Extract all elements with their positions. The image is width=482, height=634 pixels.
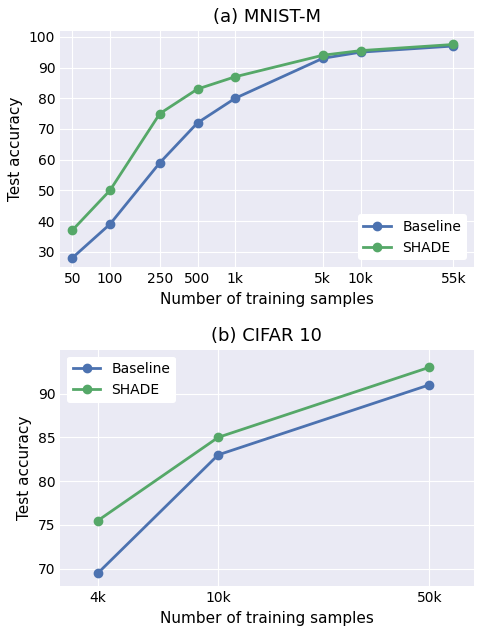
Legend: Baseline, SHADE: Baseline, SHADE xyxy=(67,357,176,403)
SHADE xyxy=(320,51,326,59)
Baseline xyxy=(358,48,363,56)
Baseline xyxy=(195,119,201,127)
Y-axis label: Test accuracy: Test accuracy xyxy=(8,97,23,201)
Y-axis label: Test accuracy: Test accuracy xyxy=(17,416,32,520)
Line: Baseline: Baseline xyxy=(68,42,457,262)
X-axis label: Number of training samples: Number of training samples xyxy=(160,611,374,626)
Line: SHADE: SHADE xyxy=(94,363,434,525)
SHADE xyxy=(95,517,101,524)
SHADE xyxy=(232,73,238,81)
Title: (b) CIFAR 10: (b) CIFAR 10 xyxy=(212,327,322,346)
SHADE xyxy=(69,226,75,234)
Baseline xyxy=(69,254,75,262)
SHADE xyxy=(427,363,432,371)
Baseline xyxy=(232,94,238,102)
X-axis label: Number of training samples: Number of training samples xyxy=(160,292,374,307)
SHADE xyxy=(358,47,363,55)
SHADE xyxy=(450,41,456,48)
Baseline xyxy=(107,221,113,228)
Baseline xyxy=(157,159,163,167)
Line: SHADE: SHADE xyxy=(68,41,457,235)
SHADE xyxy=(215,434,221,441)
SHADE xyxy=(107,186,113,194)
Line: Baseline: Baseline xyxy=(94,380,434,578)
Title: (a) MNIST-M: (a) MNIST-M xyxy=(213,8,321,27)
Baseline xyxy=(450,42,456,50)
Baseline xyxy=(215,451,221,458)
Baseline xyxy=(320,55,326,62)
SHADE xyxy=(157,110,163,117)
Baseline xyxy=(95,569,101,577)
Baseline xyxy=(427,381,432,389)
SHADE xyxy=(195,85,201,93)
Legend: Baseline, SHADE: Baseline, SHADE xyxy=(358,214,467,260)
